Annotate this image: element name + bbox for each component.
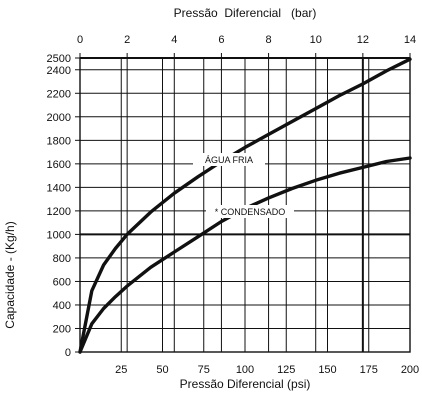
condensado-label-bg — [206, 205, 294, 218]
bottom-tick-label: 125 — [277, 364, 295, 376]
bottom-axis-ticks: 25 50 75 100 125 150 175 200 — [115, 364, 419, 376]
bottom-tick-label: 100 — [236, 364, 254, 376]
top-tick-label: 6 — [218, 34, 224, 46]
y-tick-label: 2400 — [47, 65, 71, 77]
y-tick-label: 1000 — [47, 229, 71, 241]
y-tick-label: 200 — [53, 323, 71, 335]
bottom-tick-label: 150 — [318, 364, 336, 376]
y-tick-label: 2000 — [47, 112, 71, 124]
bottom-tick-label: 175 — [360, 364, 378, 376]
y-tick-label: 1600 — [47, 159, 71, 171]
grid — [80, 57, 410, 352]
y-tick-label: 400 — [53, 300, 71, 312]
y-tick-label: 0 — [65, 347, 71, 359]
bottom-tick-label: 75 — [198, 364, 210, 376]
y-tick-label: 2500 — [47, 53, 71, 65]
y-tick-label: 1800 — [47, 135, 71, 147]
top-tick-label: 14 — [404, 34, 416, 46]
top-tick-label: 2 — [124, 34, 130, 46]
y-tick-label: 600 — [53, 276, 71, 288]
y-axis-title: Capacidade - (Kg/h) — [3, 221, 17, 328]
y-tick-label: 1400 — [47, 182, 71, 194]
bottom-tick-label: 200 — [401, 364, 419, 376]
y-axis-ticks: 0 200 400 600 800 1000 1200 1400 1600 1800 2000 220… — [47, 53, 80, 359]
bottom-tick-label: 50 — [156, 364, 168, 376]
top-tick-label: 12 — [357, 34, 369, 46]
agua-fria-label-group: ÁGUA FRIA — [193, 153, 265, 166]
condensado-label: * CONDENSADO — [215, 207, 286, 217]
top-axis-title: Pressão Diferencial (bar) — [174, 6, 317, 20]
top-axis-ticks: 0 2 4 6 8 10 12 14 — [77, 34, 416, 58]
agua-fria-label: ÁGUA FRIA — [205, 155, 253, 165]
y-tick-label: 1200 — [47, 206, 71, 218]
plot-frame — [79, 57, 411, 353]
agua-fria-label-bg — [193, 153, 265, 166]
top-tick-label: 8 — [266, 34, 272, 46]
top-tick-label: 10 — [310, 34, 322, 46]
top-tick-label: 0 — [77, 34, 83, 46]
bottom-tick-label: 25 — [115, 364, 127, 376]
y-tick-label: 800 — [53, 253, 71, 265]
condensado-label-group: * CONDENSADO — [206, 205, 294, 218]
top-tick-label: 4 — [171, 34, 177, 46]
bottom-axis-title: Pressão Diferencial (psi) — [180, 377, 311, 391]
y-tick-label: 2200 — [47, 88, 71, 100]
series-line-condensado — [78, 156, 412, 354]
